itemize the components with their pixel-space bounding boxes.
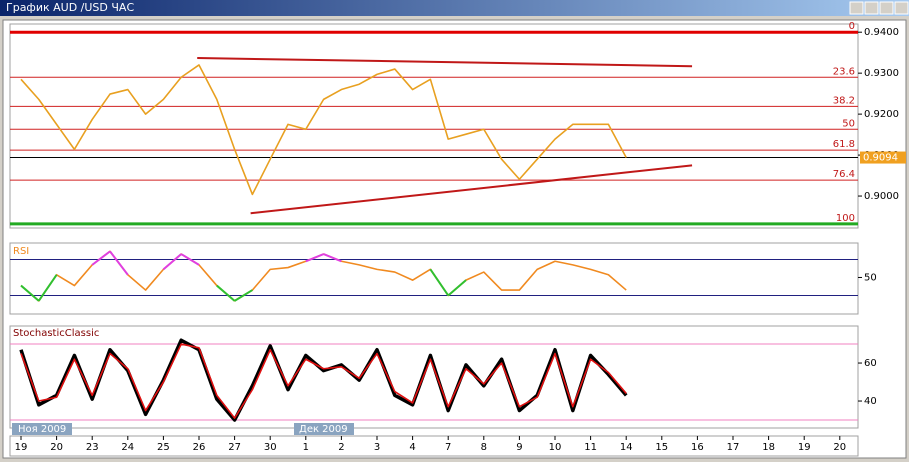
x-tick-label: 24	[121, 442, 134, 453]
x-tick-label: 4	[409, 442, 415, 453]
fib-label: 100	[836, 213, 855, 224]
x-tick-label: 3	[374, 442, 380, 453]
rsi-zone-segment	[180, 253, 200, 266]
rsi-zone-segment	[109, 250, 129, 276]
x-tick-label: 16	[691, 442, 704, 453]
rsi-zone-segment	[447, 279, 467, 297]
x-tick-label: 15	[655, 442, 668, 453]
x-tick-label: 11	[584, 442, 597, 453]
month-label: Ноя 2009	[18, 424, 66, 435]
rsi-zone-segment	[37, 274, 58, 302]
x-tick-label: 20	[50, 442, 63, 453]
restore-button[interactable]	[864, 1, 879, 15]
x-tick-label: 14	[620, 442, 633, 453]
x-tick-label: 9	[516, 442, 522, 453]
x-tick-label: 10	[549, 442, 562, 453]
month-label-bg	[294, 423, 354, 435]
x-tick-label: 27	[228, 442, 241, 453]
fib-label: 50	[842, 118, 855, 129]
x-tick-label: 17	[727, 442, 740, 453]
y-tick-label: 40	[864, 396, 877, 407]
x-tick-label: 19	[798, 442, 811, 453]
stoch-panel	[9, 325, 859, 429]
x-tick-label: 20	[833, 442, 846, 453]
month-label: Дек 2009	[299, 424, 348, 435]
y-tick-label: 0.9400	[864, 27, 899, 38]
fib-label: 23.6	[833, 66, 855, 77]
x-tick-label: 18	[762, 442, 775, 453]
window-buttons[interactable]	[849, 1, 909, 15]
x-tick-label: 25	[157, 442, 170, 453]
x-tick-label: 23	[86, 442, 99, 453]
y-tick-label: 0.9000	[864, 191, 899, 202]
rsi-panel	[9, 242, 859, 315]
rsi-zone-segment	[323, 253, 342, 263]
fib-label: 0	[849, 21, 855, 32]
series-line	[20, 343, 627, 419]
minimize-button[interactable]	[849, 1, 864, 15]
rsi-zone-segment	[91, 250, 111, 266]
rsi-zone-segment	[429, 268, 450, 297]
rsi-zone-segment	[216, 284, 236, 302]
trendline	[250, 164, 693, 215]
x-tick-label: 7	[445, 442, 451, 453]
current-price-box	[860, 151, 906, 164]
month-label-bg	[12, 423, 72, 435]
rsi-zone-segment	[234, 289, 253, 302]
stoch-title: StochasticClassic	[13, 328, 99, 339]
x-tick-label: 26	[193, 442, 206, 453]
y-tick-label: 50	[864, 272, 877, 283]
price-panel	[9, 23, 859, 229]
current-price-label: 0.9094	[863, 153, 898, 164]
rsi-zone-segment	[162, 253, 182, 271]
y-tick-label: 0.9300	[864, 68, 899, 79]
fib-label: 76.4	[833, 169, 855, 180]
rsi-zone-segment	[20, 284, 40, 302]
fib-label: 38.2	[833, 95, 855, 106]
title-bar	[0, 0, 909, 16]
maximize-button[interactable]	[879, 1, 894, 15]
date-axis	[9, 435, 859, 457]
y-tick-label: 60	[864, 358, 877, 369]
x-tick-label: 1	[303, 442, 309, 453]
rsi-zone-segment	[305, 253, 324, 263]
x-tick-label: 30	[264, 442, 277, 453]
rsi-title: RSI	[13, 246, 29, 257]
series-line	[20, 64, 627, 196]
close-button[interactable]	[894, 1, 909, 15]
x-tick-label: 19	[15, 442, 28, 453]
x-tick-label: 8	[481, 442, 487, 453]
window-title: График AUD /USD ЧАС	[6, 1, 134, 14]
fib-label: 61.8	[833, 139, 855, 150]
trendline	[197, 57, 693, 68]
y-tick-label: 0.9200	[864, 109, 899, 120]
x-tick-label: 2	[338, 442, 344, 453]
